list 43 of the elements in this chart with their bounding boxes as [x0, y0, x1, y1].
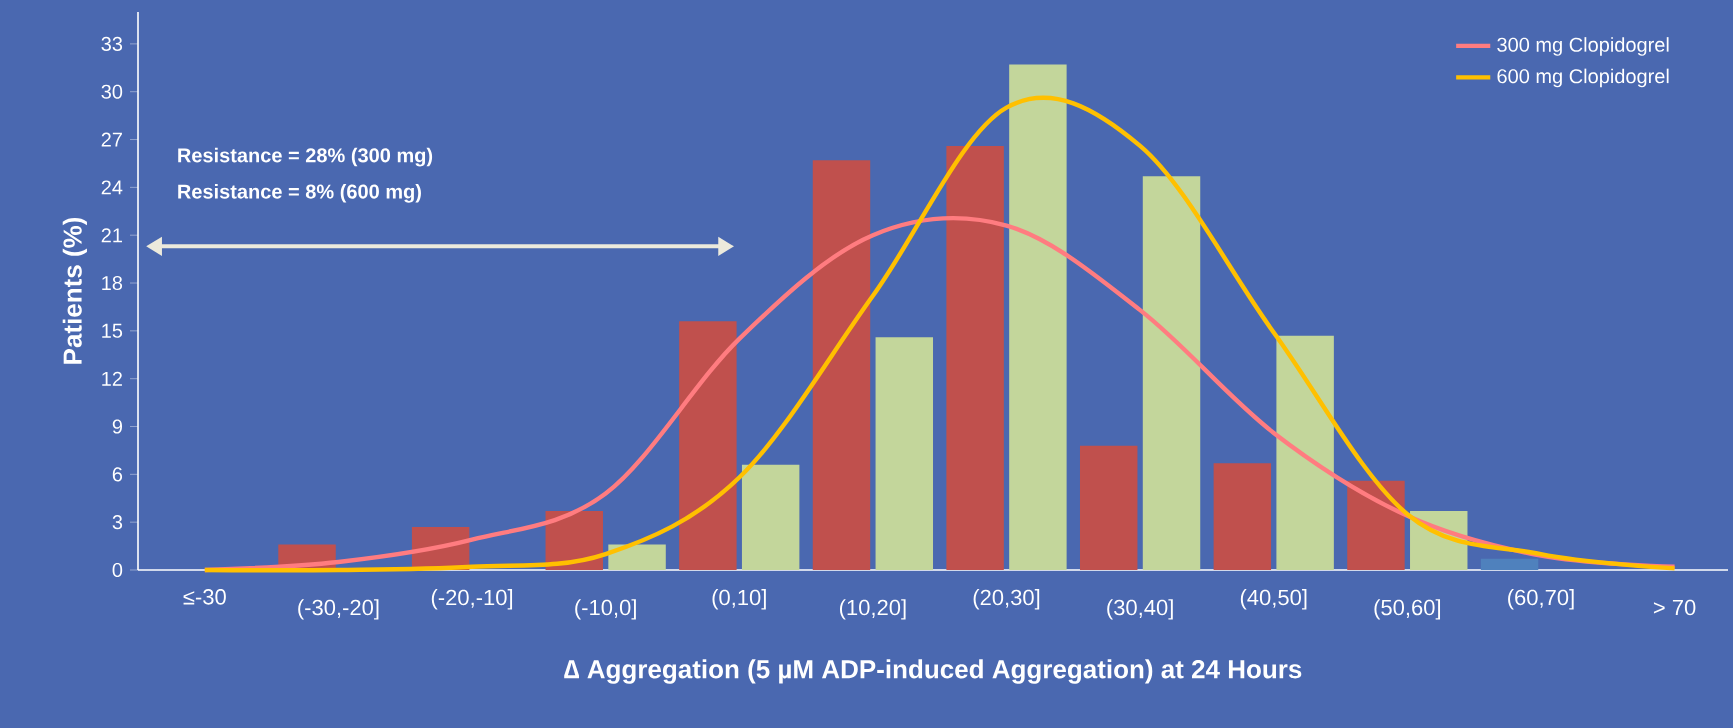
x-tick-label: (20,30]	[973, 589, 1040, 610]
x-tick-label: (-30,-20]	[298, 599, 379, 620]
y-axis-title: Patients (%)	[62, 217, 87, 364]
bar	[1213, 463, 1272, 570]
bar	[1347, 480, 1405, 570]
y-tick-label: 33	[101, 36, 123, 51]
bar	[812, 160, 871, 570]
y-tick-label: 6	[112, 467, 123, 482]
bar	[946, 145, 1004, 570]
y-tick-label: 0	[112, 562, 123, 578]
x-axis-title: ∆ Aggregation (5 µM ADP-induced Aggregation) at 24 Hours	[564, 659, 1302, 684]
annotation: Resistance = 8% (600 mg)	[178, 183, 421, 203]
bar	[1480, 558, 1539, 570]
y-tick-label: 15	[102, 323, 123, 338]
bar	[1276, 335, 1334, 570]
x-tick-label: (40,50]	[1240, 589, 1307, 610]
y-tick-label: 9	[112, 419, 123, 434]
y-tick-label: 27	[101, 132, 122, 147]
x-tick-label: (60,70]	[1508, 589, 1574, 610]
legend-label: 600 mg Clopidogrel	[1497, 68, 1669, 88]
y-tick-label: 24	[101, 180, 123, 195]
y-tick-label: 3	[112, 515, 123, 530]
bar	[1142, 176, 1201, 570]
x-tick-label: (-20,-10]	[431, 589, 513, 610]
x-tick-label: (0,10]	[712, 589, 766, 610]
x-tick-label: ≤-30	[183, 589, 226, 605]
x-tick-label: (30,40]	[1107, 599, 1173, 620]
annotation: Resistance = 28% (300 mg)	[178, 147, 433, 167]
bar	[608, 544, 666, 570]
x-tick-label: > 70	[1653, 599, 1696, 616]
x-tick-label: (10,20]	[839, 599, 906, 620]
bar	[679, 321, 737, 570]
bar	[741, 464, 800, 570]
y-tick-label: 18	[102, 275, 123, 291]
bar	[875, 337, 934, 570]
y-tick-label: 12	[102, 371, 122, 386]
y-tick-label: 21	[101, 228, 122, 243]
bar	[1079, 445, 1138, 570]
bar	[1009, 64, 1067, 570]
y-tick-label: 30	[101, 84, 123, 99]
x-tick-label: (-10,0]	[575, 599, 636, 620]
legend-label: 300 mg Clopidogrel	[1497, 37, 1669, 56]
x-tick-label: (50,60]	[1374, 599, 1441, 620]
